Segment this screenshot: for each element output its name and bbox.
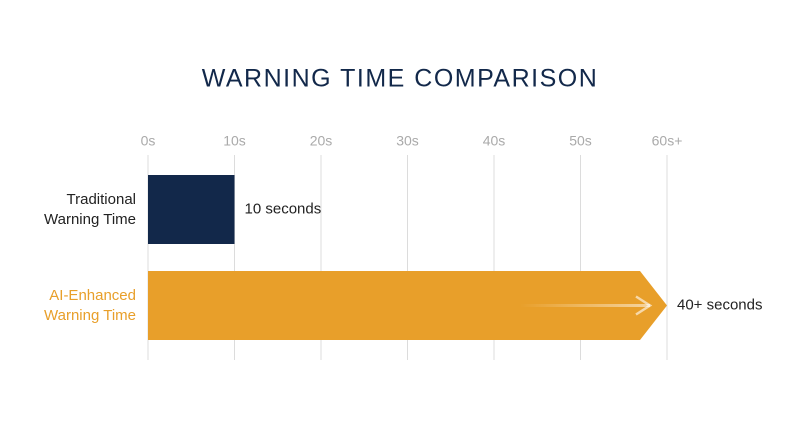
value-annotation: 10 seconds [245,200,322,217]
x-tick-label: 30s [396,133,419,149]
category-label: Traditional Warning Time [44,190,136,228]
x-tick-label: 10s [223,133,246,149]
arrow-glow [520,304,650,307]
category-label: AI-Enhanced Warning Time [44,286,136,324]
x-tick-label: 60s+ [652,133,683,149]
x-tick-label: 50s [569,133,592,149]
value-annotation: 40+ seconds [677,296,762,313]
x-tick-label: 0s [141,133,156,149]
x-tick-label: 40s [483,133,506,149]
x-tick-label: 20s [310,133,333,149]
arrow-bar [148,271,667,340]
arrow-head [635,295,653,316]
chart-title: WARNING TIME COMPARISON [202,65,599,93]
bar [148,175,235,244]
